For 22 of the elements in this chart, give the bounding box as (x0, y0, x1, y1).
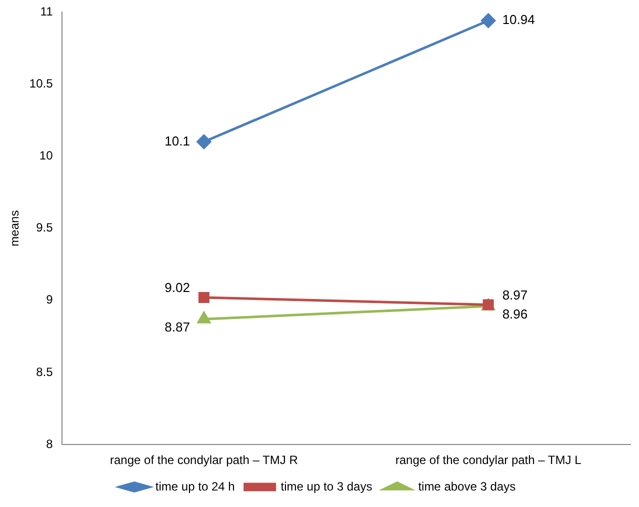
y-tick-label: 11 (40, 4, 54, 18)
x-tick-label: range of the condylar path – TMJ L (395, 453, 582, 468)
data-label: 8.96 (502, 306, 528, 322)
data-label: 10.1 (164, 133, 190, 148)
y-tick-label: 9.5 (36, 220, 54, 235)
y-tick-label: 8 (46, 436, 54, 451)
data-label: 8.87 (164, 320, 190, 335)
y-tick-label: 10.5 (29, 76, 54, 90)
y-tick-label: 9 (46, 292, 54, 307)
data-label: 8.97 (502, 287, 528, 302)
y-tick-label: 8.5 (36, 364, 54, 379)
point (481, 13, 496, 28)
y-tick-label: 10 (39, 148, 54, 163)
legend-label: time up to 3 days (280, 479, 372, 494)
x-tick-label: range of the condylar path – TMJ R (110, 453, 298, 468)
y-axis-title: means (8, 210, 22, 246)
data-label: 10.94 (502, 12, 535, 28)
legend-label: time above 3 days (418, 479, 516, 494)
point (196, 134, 212, 150)
data-label: 9.02 (164, 280, 190, 296)
legend-label: time up to 24 h (155, 479, 235, 494)
point (198, 292, 210, 304)
